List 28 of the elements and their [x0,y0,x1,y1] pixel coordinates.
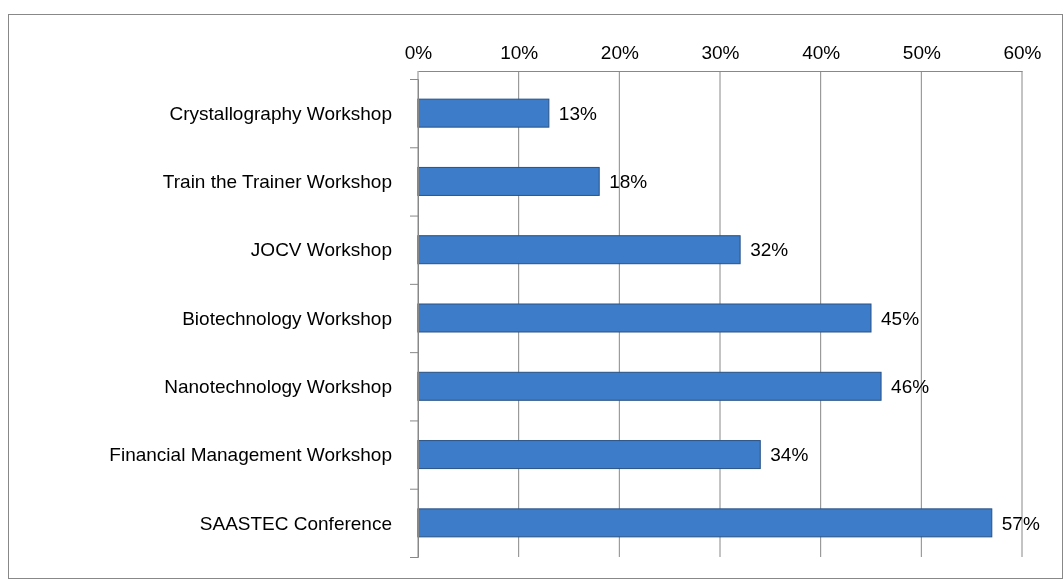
y-tick-label: JOCV Workshop [250,239,392,261]
data-label: 46% [891,375,930,397]
data-label: 45% [881,307,920,329]
x-tick-label: 50% [902,42,941,63]
x-tick-label: 0% [404,42,433,63]
x-tick-label: 10% [500,42,539,63]
y-tick-label: Train the Trainer Workshop [162,171,392,193]
data-label: 34% [770,444,809,466]
bar [417,166,600,196]
y-tick-label: Financial Management Workshop [109,444,392,466]
bar [417,235,741,265]
y-tick-label: Biotechnology Workshop [182,307,392,329]
y-tick-label: SAASTEC Conference [199,512,392,534]
y-tick-label: Crystallography Workshop [169,102,392,124]
data-label: 57% [1001,512,1040,534]
x-tick-label: 20% [600,42,639,63]
bar [417,371,882,401]
x-tick-label: 40% [802,42,841,63]
data-label: 32% [750,239,789,261]
bar [417,303,872,333]
x-tick-label: 60% [1003,42,1042,63]
data-label: 18% [609,171,648,193]
bar [417,440,761,470]
x-tick-label: 30% [701,42,740,63]
y-tick-label: Nanotechnology Workshop [164,375,392,397]
data-label: 13% [558,102,597,124]
bar [417,508,993,538]
bar [417,98,550,128]
